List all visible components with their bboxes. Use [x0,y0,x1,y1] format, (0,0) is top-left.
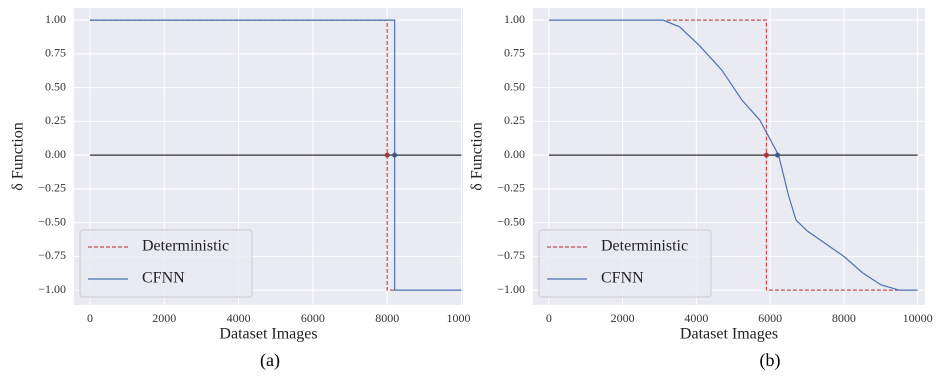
x-tick-label: 0 [546,311,552,325]
y-tick-label: −0.25 [497,181,525,195]
marker [384,152,390,158]
y-tick-label: −1.00 [38,282,66,296]
y-tick-label: 0.50 [45,79,66,93]
caption: (a) [260,350,280,371]
y-tick-label: −1.00 [497,282,525,296]
panel: 0 2000 4000 6000 8000 10000 −1.00 −0.75 −0.50 −0.… [10,8,470,371]
x-tick-label: 8000 [832,311,856,325]
y-tick-label: 0.25 [45,113,66,127]
legend-label: CFNN [142,270,185,287]
y-axis-label: δ Function [470,122,486,190]
y-tick-label: 0.75 [45,46,66,60]
x-tick-label: 4000 [684,311,708,325]
y-tick-label: 0.00 [45,147,66,161]
caption: (b) [760,350,781,371]
x-tick-label: 2000 [611,311,635,325]
x-tick-label: 10000 [903,311,933,325]
legend-box [79,229,253,298]
y-axis-label: δ Function [10,122,27,190]
marker [774,152,780,158]
legend-label: CFNN [601,270,644,287]
x-tick-label: 6000 [301,311,325,325]
y-tick-label: −0.50 [497,214,525,228]
x-tick-label: 2000 [152,311,176,325]
x-axis-label: Dataset Images [219,326,317,343]
legend-label: Deterministic [142,238,229,255]
x-tick-label: 6000 [758,311,782,325]
y-tick-label: 0.25 [504,113,525,127]
series-line [548,19,918,291]
y-tick-label: −0.50 [38,214,66,228]
marker [763,152,769,158]
x-tick-label: 4000 [227,311,251,325]
y-tick-label: −0.75 [38,248,66,262]
x-tick-label: 10000 [447,311,470,325]
y-tick-label: 0.00 [504,147,525,161]
marker [392,152,398,158]
y-tick-label: 0.50 [504,79,525,93]
y-tick-label: 1.00 [45,12,66,26]
legend-box [538,229,712,298]
x-tick-label: 8000 [375,311,399,325]
x-tick-label: 0 [87,311,93,325]
y-tick-label: −0.75 [497,248,525,262]
panel: 0 2000 4000 6000 8000 10000 −1.00 −0.75 −0.50 −0.… [470,8,933,371]
y-tick-label: 1.00 [504,12,525,26]
y-tick-label: −0.25 [38,181,66,195]
x-axis-label: Dataset Images [680,326,778,343]
legend-label: Deterministic [601,238,688,255]
y-tick-label: 0.75 [504,46,525,60]
